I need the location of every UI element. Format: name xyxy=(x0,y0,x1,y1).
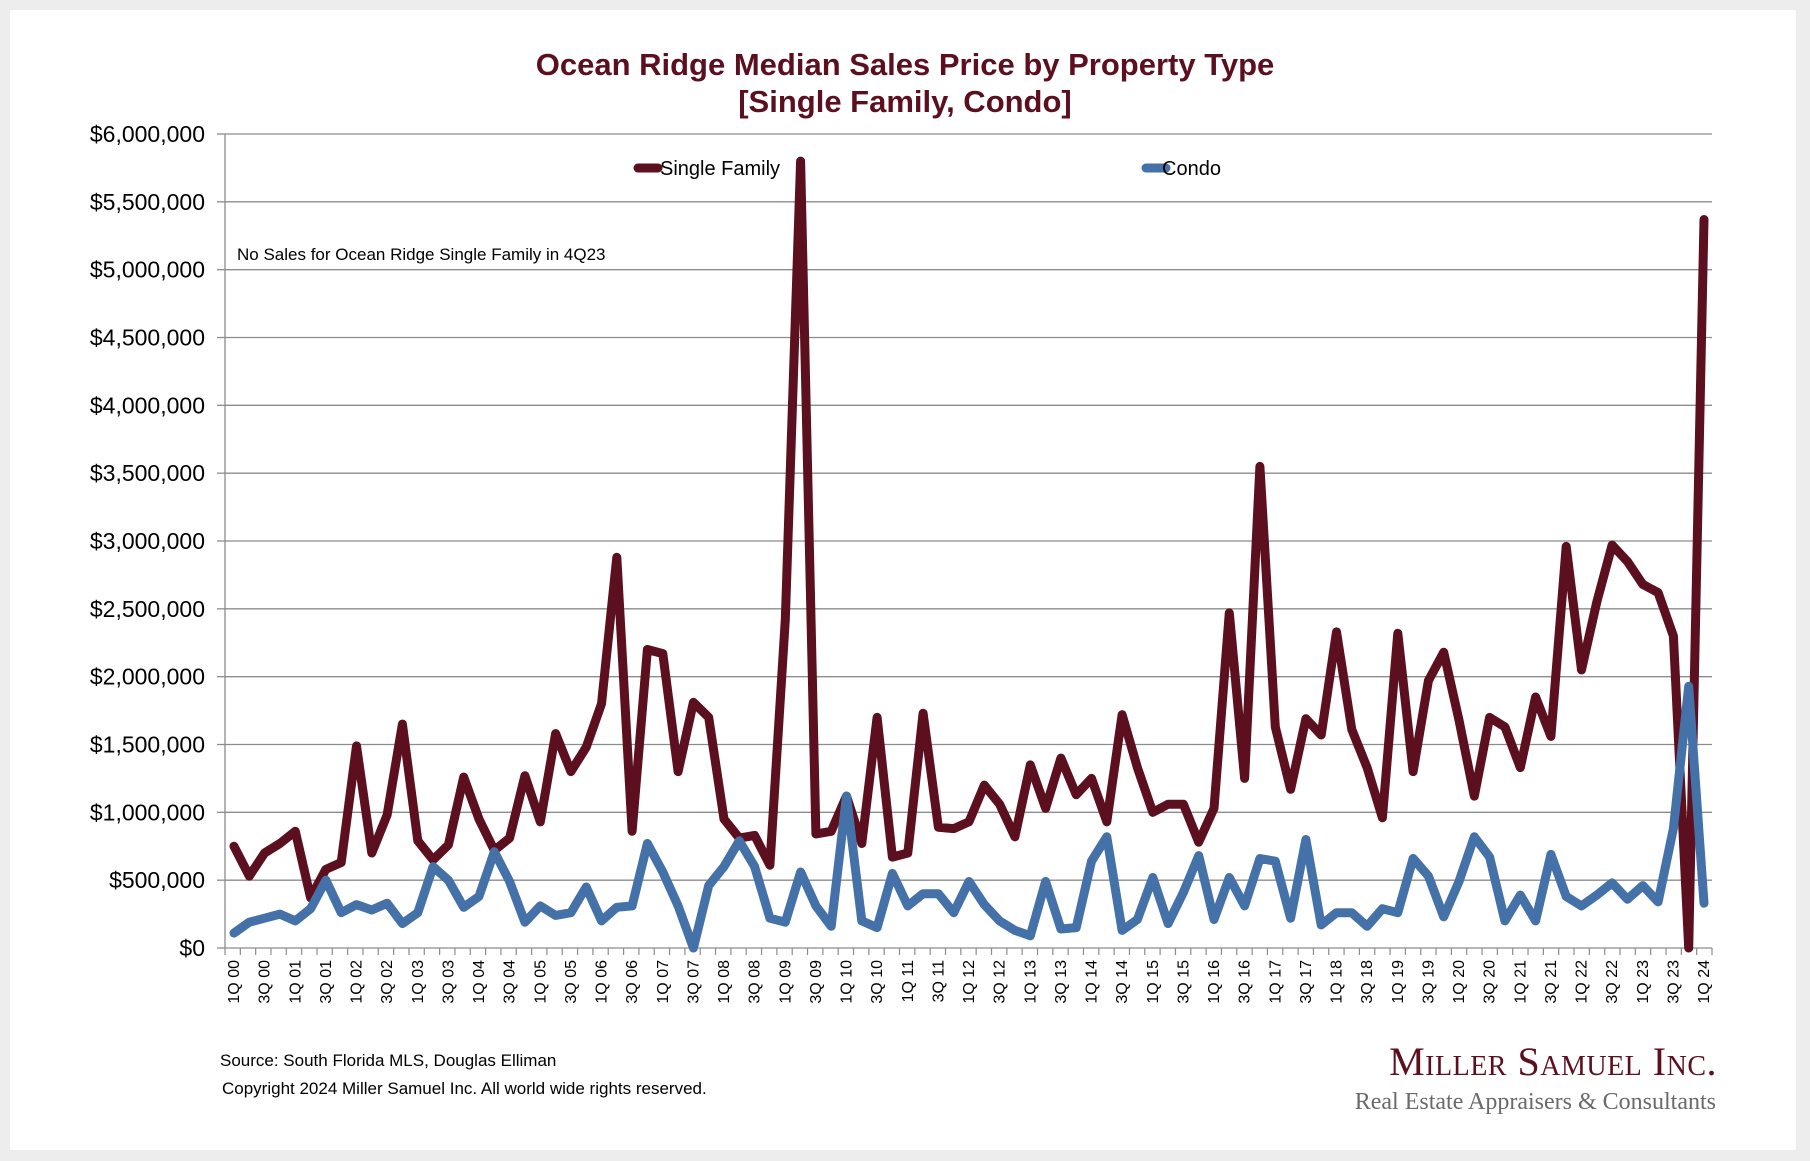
x-tick-label: 1Q 14 xyxy=(1084,960,1101,1004)
company-logo: Miller Samuel Inc. xyxy=(1389,1039,1717,1084)
x-tick-label: 3Q 09 xyxy=(808,960,825,1004)
y-tick-label: $2,000,000 xyxy=(90,664,205,690)
x-tick-label: 3Q 13 xyxy=(1053,960,1070,1004)
y-tick-label: $4,000,000 xyxy=(90,392,205,418)
chart-frame xyxy=(10,10,1796,1150)
x-axis: 1Q 00 3Q 00 1Q 01 3Q 01 1Q 02 3Q 02 1Q 03 3Q 03… xyxy=(224,947,1713,1004)
x-tick-label: 3Q 00 xyxy=(257,960,274,1004)
legend-label-single-family: Single Family xyxy=(660,158,780,180)
x-tick-label: 1Q 00 xyxy=(226,960,243,1004)
x-tick-label: 3Q 07 xyxy=(685,960,702,1004)
x-tick-label: 1Q 04 xyxy=(471,960,488,1004)
x-tick-label: 1Q 24 xyxy=(1696,960,1713,1004)
x-tick-label: 3Q 06 xyxy=(624,960,641,1004)
x-tick-label: 1Q 15 xyxy=(1145,960,1162,1004)
copyright-note: Copyright 2024 Miller Samuel Inc. All wo… xyxy=(222,1079,707,1098)
x-tick-label: 1Q 23 xyxy=(1635,960,1652,1004)
company-tagline: Real Estate Appraisers & Consultants xyxy=(1354,1089,1716,1115)
y-tick-label: $1,500,000 xyxy=(90,732,205,758)
y-axis: $0 $500,000 $1,000,000 $1,500,000 $2,000,000… xyxy=(90,121,226,961)
y-tick-label: $6,000,000 xyxy=(90,121,205,147)
x-tick-label: 3Q 22 xyxy=(1604,960,1621,1004)
y-tick-label: $1,000,000 xyxy=(90,799,205,825)
x-tick-label: 1Q 09 xyxy=(777,960,794,1004)
x-tick-label: 1Q 06 xyxy=(594,960,611,1004)
y-tick-label: $3,500,000 xyxy=(90,460,205,486)
chart-title: Ocean Ridge Median Sales Price by Proper… xyxy=(535,47,1275,82)
x-tick-label: 3Q 10 xyxy=(869,960,886,1004)
source-note: Source: South Florida MLS, Douglas Ellim… xyxy=(220,1051,557,1070)
x-tick-label: 3Q 20 xyxy=(1482,960,1499,1004)
legend: Single Family Condo xyxy=(633,158,1221,180)
x-tick-label: 1Q 20 xyxy=(1451,960,1468,1004)
chart-subtitle: [Single Family, Condo] xyxy=(738,84,1072,119)
x-tick-label: 1Q 18 xyxy=(1329,960,1346,1004)
y-tick-label: $500,000 xyxy=(109,867,205,893)
x-tick-label: 3Q 17 xyxy=(1298,960,1315,1004)
x-tick-label: 1Q 03 xyxy=(410,960,427,1004)
x-tick-label: 1Q 22 xyxy=(1574,960,1591,1004)
annotation-no-sales: No Sales for Ocean Ridge Single Family i… xyxy=(237,245,606,264)
x-tick-label: 1Q 05 xyxy=(532,960,549,1004)
x-tick-label: 1Q 13 xyxy=(1022,960,1039,1004)
x-tick-label: 1Q 19 xyxy=(1390,960,1407,1004)
series-lines xyxy=(229,156,1709,953)
y-tick-label: $5,500,000 xyxy=(90,189,205,215)
x-tick-label: 1Q 17 xyxy=(1267,960,1284,1004)
y-tick-label: $0 xyxy=(179,935,205,961)
x-tick-label: 3Q 23 xyxy=(1665,960,1682,1004)
x-tick-label: 1Q 21 xyxy=(1512,960,1529,1004)
x-tick-label: 3Q 21 xyxy=(1543,960,1560,1004)
x-tick-label: 1Q 01 xyxy=(287,960,304,1004)
x-tick-label: 3Q 04 xyxy=(502,960,519,1004)
x-tick-label: 3Q 18 xyxy=(1359,960,1376,1004)
x-tick-label: 1Q 10 xyxy=(839,960,856,1004)
y-tick-label: $5,000,000 xyxy=(90,257,205,283)
series-line-single-family xyxy=(229,156,1709,953)
x-tick-label: 1Q 16 xyxy=(1206,960,1223,1004)
x-tick-label: 3Q 14 xyxy=(1114,960,1131,1004)
x-tick-label: 3Q 12 xyxy=(992,960,1009,1004)
x-tick-label: 3Q 19 xyxy=(1420,960,1437,1004)
y-tick-label: $4,500,000 xyxy=(90,325,205,351)
x-tick-label: 3Q 16 xyxy=(1237,960,1254,1004)
x-tick-label: 1Q 12 xyxy=(961,960,978,1004)
x-tick-label: 3Q 11 xyxy=(930,960,947,1003)
x-tick-label: 1Q 08 xyxy=(716,960,733,1004)
x-tick-label: 1Q 02 xyxy=(349,960,366,1004)
legend-label-condo: Condo xyxy=(1162,158,1221,180)
x-tick-label: 3Q 15 xyxy=(1175,960,1192,1004)
y-tick-label: $3,000,000 xyxy=(90,528,205,554)
x-tick-label: 3Q 08 xyxy=(747,960,764,1004)
x-tick-label: 3Q 05 xyxy=(563,960,580,1004)
x-tick-label: 1Q 11 xyxy=(900,960,917,1003)
x-tick-label: 3Q 03 xyxy=(440,960,457,1004)
x-tick-label: 3Q 01 xyxy=(318,960,335,1004)
y-tick-label: $2,500,000 xyxy=(90,596,205,622)
x-tick-label: 1Q 07 xyxy=(655,960,672,1004)
x-tick-label: 3Q 02 xyxy=(379,960,396,1004)
